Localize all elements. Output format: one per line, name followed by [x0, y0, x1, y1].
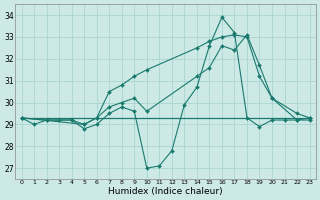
X-axis label: Humidex (Indice chaleur): Humidex (Indice chaleur)	[108, 187, 223, 196]
